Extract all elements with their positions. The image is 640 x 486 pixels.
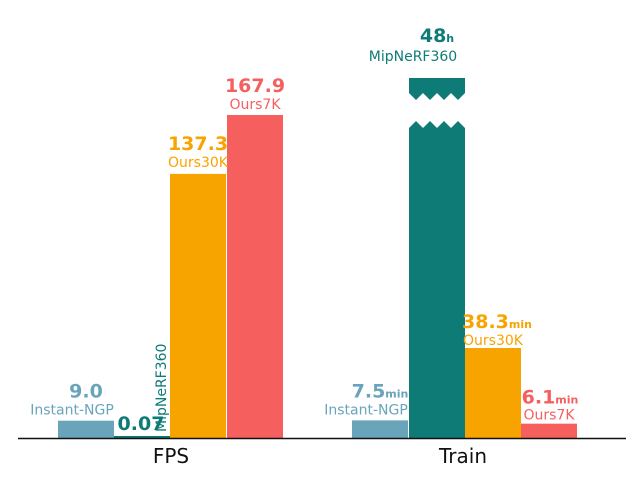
train-category-label-mipnerf360: MipNeRF360 xyxy=(369,49,457,65)
train-category-label-instant-ngp: Instant-NGP xyxy=(324,402,408,418)
fps-value-label-ours30k: 137.3 xyxy=(168,133,228,155)
fps-bar-instant-ngp xyxy=(58,420,114,438)
fps-bar-mipnerf360 xyxy=(114,436,170,438)
train-bar-ours30k xyxy=(465,348,521,438)
train-value-label-ours7k: 6.1min xyxy=(522,387,579,409)
train-bar-mipnerf360-lower xyxy=(409,121,465,438)
group-label-fps: FPS xyxy=(153,444,189,468)
train-value-label-instant-ngp: 7.5min xyxy=(352,380,409,402)
fps-value-label-mipnerf360: 0.07 xyxy=(118,413,165,435)
train-value-label-ours30k: 38.3min xyxy=(462,311,532,333)
fps-category-label-ours30k: Ours30K xyxy=(168,155,229,171)
train-category-label-ours30k: Ours30K xyxy=(463,333,524,349)
fps-category-label-mipnerf360: MipNeRF360 xyxy=(154,344,170,432)
train-category-label-ours7k: Ours7K xyxy=(523,408,575,424)
fps-value-label-ours7k: 167.9 xyxy=(225,75,285,97)
fps-bar-ours30k xyxy=(170,173,226,438)
fps-category-label-instant-ngp: Instant-NGP xyxy=(30,403,114,419)
fps-value-label-instant-ngp: 9.0 xyxy=(69,381,103,403)
group-label-train: Train xyxy=(438,444,487,468)
train-value-label-mipnerf360: 48h xyxy=(420,25,454,47)
fps-bar-ours7k xyxy=(227,115,283,438)
train-bar-instant-ngp xyxy=(352,420,408,438)
train-bar-ours7k xyxy=(521,423,577,438)
train-bar-mipnerf360-upper xyxy=(409,78,465,100)
fps-category-label-ours7k: Ours7K xyxy=(229,97,281,113)
